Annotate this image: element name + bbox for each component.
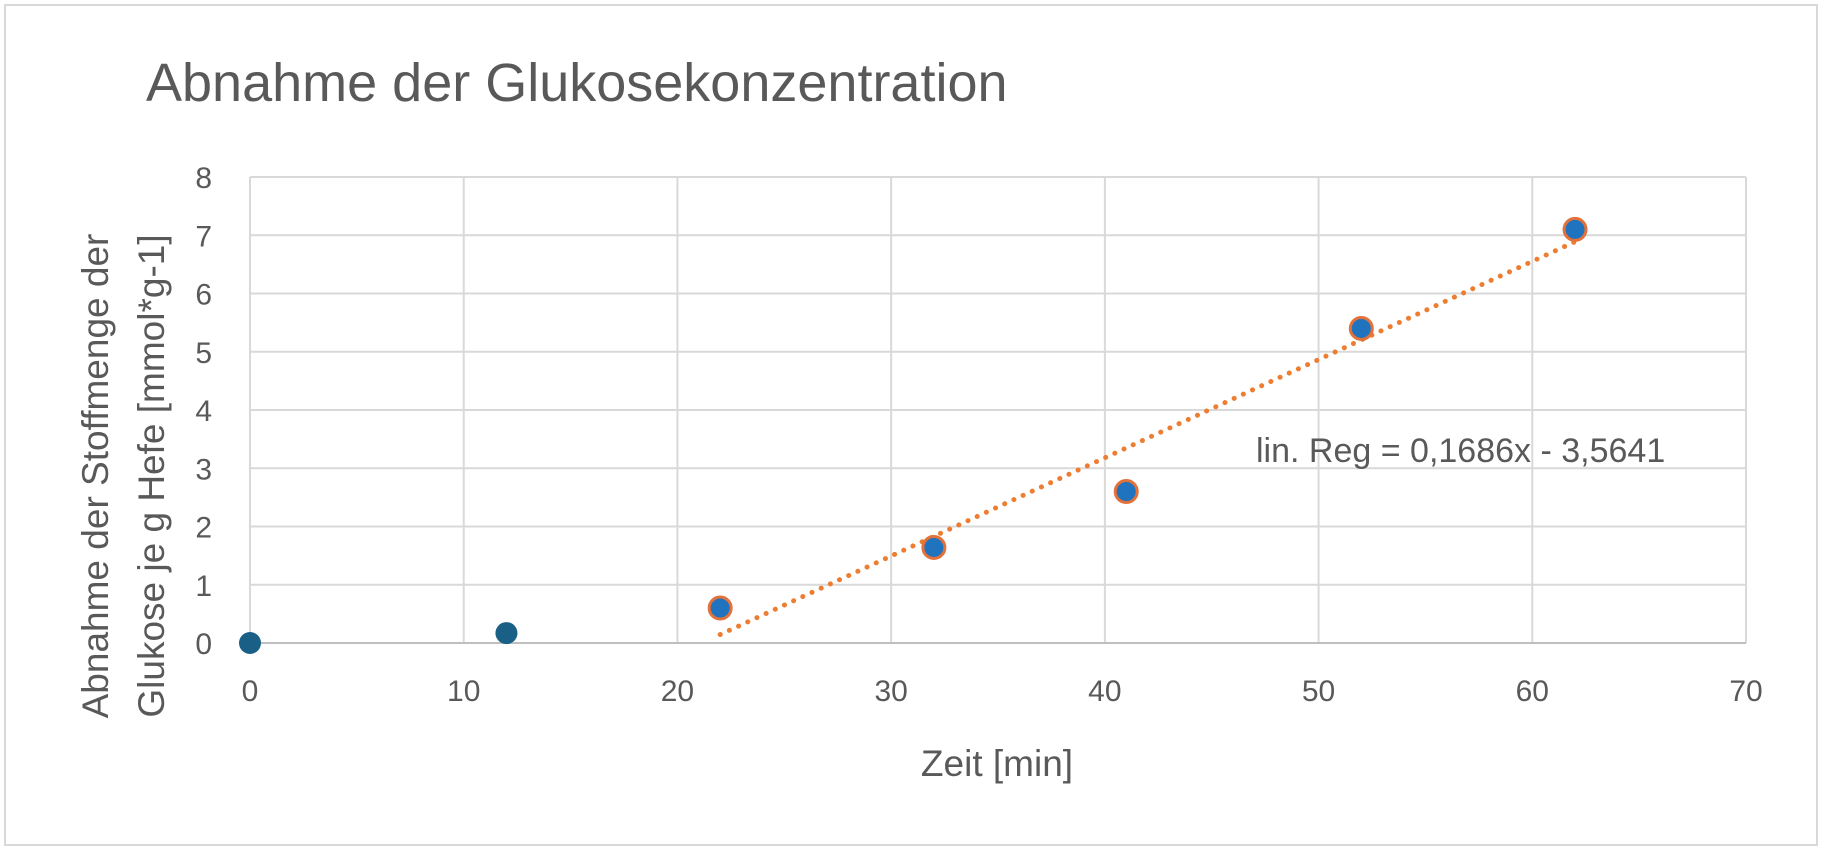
y-axis-title-line-1: Abnahme der Stoffmenge der — [75, 234, 116, 719]
x-tick-label: 70 — [1729, 675, 1762, 708]
data-point — [1113, 479, 1139, 505]
y-tick-label: 5 — [195, 337, 212, 370]
data-points — [239, 216, 1588, 654]
y-tick-label: 8 — [195, 162, 212, 195]
y-tick-label: 0 — [195, 628, 212, 661]
data-point — [1348, 315, 1374, 341]
y-tick-label: 3 — [195, 453, 212, 486]
y-tick-label: 7 — [195, 220, 212, 253]
data-point — [239, 632, 261, 654]
y-axis-title-line-2: Glukose je g Hefe [mmol*g-1] — [131, 234, 172, 717]
y-gridlines — [250, 176, 1746, 586]
x-tick-labels: 0 10 20 30 40 50 60 70 — [242, 675, 1763, 708]
y-tick-label: 1 — [195, 570, 212, 603]
trendline-label: lin. Reg = 0,1686x - 3,5641 — [1256, 432, 1665, 470]
x-tick-label: 20 — [661, 675, 694, 708]
x-tick-label: 40 — [1088, 675, 1121, 708]
y-tick-labels: 0 1 2 3 4 5 6 7 8 — [195, 162, 212, 661]
data-point — [1562, 216, 1588, 242]
chart-frame: Abnahme der Glukosekonzentration 0 1 2 3 4 5 6… — [4, 4, 1818, 846]
data-point — [921, 534, 947, 560]
data-point — [707, 595, 733, 621]
y-tick-label: 2 — [195, 512, 212, 545]
data-point — [495, 622, 518, 645]
x-tick-label: 30 — [874, 675, 907, 708]
y-tick-label: 4 — [195, 395, 212, 428]
chart-svg: Abnahme der Glukosekonzentration 0 1 2 3 4 5 6… — [75, 53, 1763, 784]
y-tick-label: 6 — [195, 279, 212, 312]
x-gridlines — [249, 177, 1747, 643]
chart-title: Abnahme der Glukosekonzentration — [146, 53, 1008, 113]
x-axis-title: Zeit [min] — [921, 743, 1073, 784]
x-tick-label: 0 — [242, 675, 259, 708]
x-tick-label: 60 — [1516, 675, 1549, 708]
x-tick-label: 50 — [1302, 675, 1335, 708]
x-tick-label: 10 — [447, 675, 480, 708]
